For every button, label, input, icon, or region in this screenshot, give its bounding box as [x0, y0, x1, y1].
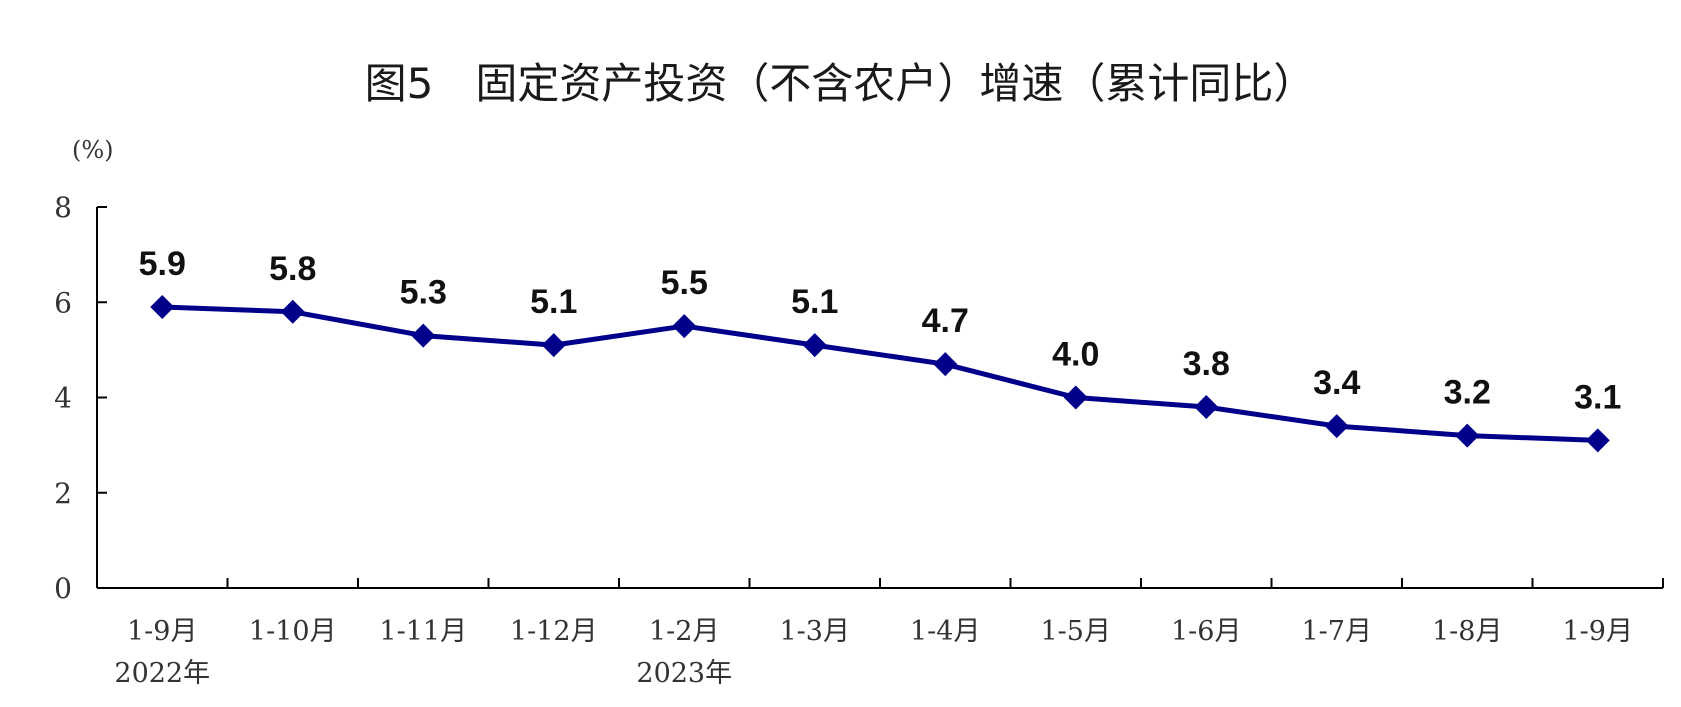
y-tick-label: 2 — [54, 477, 72, 510]
chart-title: 图5 固定资产投资（不含农户）增速（累计同比） — [365, 59, 1316, 108]
data-label: 3.1 — [1574, 378, 1621, 416]
x-tick-label: 1-4月 — [910, 616, 980, 647]
data-label: 5.1 — [791, 283, 838, 321]
x-tick-label: 1-3月 — [780, 616, 850, 647]
x-tick-label: 1-8月 — [1432, 616, 1502, 647]
x-tick-label: 1-9月 — [127, 616, 197, 647]
x-tick-label: 1-6月 — [1171, 616, 1241, 647]
x-tick-label: 1-9月 — [1563, 616, 1633, 647]
plot-area: 5.9 5.8 5.3 5.1 5.5 5.1 4.7 4.0 3.8 3.4 3.2 3.1 — [139, 245, 1621, 453]
data-point-marker — [1324, 414, 1349, 439]
data-label: 5.5 — [661, 264, 708, 302]
y-tick-label: 6 — [54, 286, 72, 319]
y-tick-label: 4 — [54, 382, 72, 415]
data-label: 3.4 — [1313, 364, 1360, 402]
data-label: 4.7 — [922, 302, 969, 340]
data-point-marker — [1194, 395, 1219, 420]
x-tick-label: 1-2月 — [649, 616, 719, 647]
data-label: 5.1 — [530, 283, 577, 321]
data-label: 3.2 — [1444, 374, 1491, 412]
y-tick-label: 0 — [54, 572, 72, 605]
x-tick-label: 1-12月 — [510, 616, 598, 647]
data-point-marker — [541, 333, 566, 358]
x-tick-label: 1-5月 — [1041, 616, 1111, 647]
x-tick-label: 1-11月 — [379, 616, 467, 647]
data-label: 5.8 — [269, 250, 316, 288]
data-label: 5.9 — [139, 245, 186, 283]
data-point-marker — [1585, 428, 1610, 453]
data-label: 5.3 — [400, 274, 447, 312]
x-tick-label: 1-10月 — [249, 616, 337, 647]
y-tick-label: 8 — [54, 191, 72, 224]
data-point-marker — [1063, 385, 1088, 410]
y-axis-unit-label: (%) — [72, 136, 114, 164]
data-point-marker — [1455, 423, 1480, 448]
data-point-marker — [411, 323, 436, 348]
data-point-marker — [150, 295, 175, 320]
data-point-marker — [933, 352, 958, 377]
data-label: 3.8 — [1183, 345, 1230, 383]
x-tick-label: 1-7月 — [1302, 616, 1372, 647]
data-point-marker — [802, 333, 827, 358]
year-label: 2023年 — [636, 658, 732, 689]
data-label: 4.0 — [1052, 336, 1099, 374]
year-label: 2022年 — [114, 658, 210, 689]
axes: 0 2 4 6 8 1-9月 1-10月 1-11月 1-12月 1-2月 1-3月 1-4月 1-5月… — [54, 191, 1664, 689]
data-point-marker — [672, 314, 697, 339]
data-point-marker — [280, 299, 305, 324]
series-line — [162, 304, 1598, 443]
